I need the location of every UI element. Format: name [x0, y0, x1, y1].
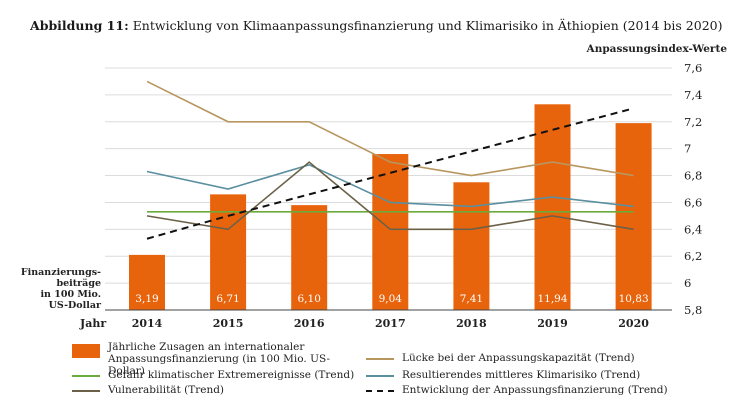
legend-item-3: Vulnerabilität (Trend) — [72, 384, 362, 397]
series-line-2 — [146, 163, 634, 208]
y-tick-label-4: 6,6 — [684, 195, 702, 209]
legend-item-bars: Jährliche Zusagen an internationaler Anp… — [72, 341, 362, 377]
legend-swatch-bars — [72, 344, 100, 358]
y-tick-label-9: 7,6 — [684, 61, 702, 75]
bar-2016 — [291, 205, 328, 310]
x-tick-label-2020: 2020 — [618, 317, 649, 330]
x-tick-label-2018: 2018 — [456, 317, 487, 330]
y-axis-left-title-line: Finanzierungs- — [21, 267, 101, 278]
bar-value-label-2014: 3,19 — [135, 293, 158, 305]
x-tick-label-2019: 2019 — [537, 317, 568, 330]
x-tick-label-2017: 2017 — [375, 317, 406, 330]
legend-item-4: Entwicklung der Anpassungsfinanzierung (… — [366, 384, 696, 397]
x-axis-title: Jahr — [79, 317, 106, 330]
legend-item-1: Gefahr klimatischer Extremereignisse (Tr… — [72, 369, 362, 382]
bar-2017 — [372, 154, 409, 310]
series-line-3 — [146, 161, 634, 231]
y-tick-label-5: 6,8 — [684, 169, 702, 183]
bar-2019 — [534, 104, 571, 310]
legend-swatch-1 — [72, 375, 100, 377]
y-tick-label-6: 7 — [684, 142, 691, 156]
y-tick-label-1: 6 — [684, 276, 691, 290]
legend-label-4: Entwicklung der Anpassungsfinanzierung (… — [402, 384, 668, 396]
series-line-4 — [146, 107, 634, 240]
figure-title: Abbildung 11: Entwicklung von Klimaanpas… — [30, 18, 722, 33]
x-tick-label-2016: 2016 — [294, 317, 325, 330]
legend-label-bars: Jährliche Zusagen an internationaler Anp… — [108, 341, 331, 377]
legend-swatch-3 — [72, 390, 100, 392]
y-axis-left-title-line: beiträge — [56, 278, 101, 289]
y-axis-left-title-line: US-Dollar — [49, 300, 102, 311]
figure-title-label: Abbildung 11: — [30, 18, 129, 33]
y-axis-left-title-line: in 100 Mio. — [40, 289, 101, 300]
figure-title-text: Entwicklung von Klimaanpassungsfinanzier… — [132, 18, 723, 33]
y-tick-label-3: 6,4 — [684, 222, 702, 236]
bar-value-label-2016: 6,10 — [298, 293, 321, 305]
legend-swatch-2 — [366, 375, 394, 377]
bar-value-label-2017: 9,04 — [379, 293, 403, 305]
x-tick-label-2015: 2015 — [213, 317, 244, 330]
legend-item-2: Resultierendes mittleres Klimarisiko (Tr… — [366, 369, 696, 382]
legend-item-0: Lücke bei der Anpassungskapazität (Trend… — [366, 352, 696, 365]
y-tick-label-0: 5,8 — [684, 303, 702, 317]
y-tick-label-7: 7,2 — [684, 115, 702, 129]
legend-label-0: Lücke bei der Anpassungskapazität (Trend… — [402, 352, 635, 364]
legend-label-2: Resultierendes mittleres Klimarisiko (Tr… — [402, 369, 641, 381]
legend-swatch-4 — [366, 390, 394, 392]
y-axis-right-title: Anpassungsindex-Werte — [586, 43, 728, 55]
y-tick-label-2: 6,2 — [684, 249, 702, 263]
legend-swatch-0 — [366, 358, 394, 360]
bar-value-label-2018: 7,41 — [460, 293, 483, 305]
bar-2018 — [453, 182, 490, 310]
legend-label-3: Vulnerabilität (Trend) — [108, 384, 225, 396]
bar-2014 — [129, 254, 165, 310]
bar-2020 — [615, 123, 652, 310]
bar-value-label-2015: 6,71 — [216, 293, 239, 305]
y-tick-label-8: 7,4 — [684, 88, 702, 102]
y-axis-left-title: Finanzierungs-beiträge in 100 Mio. US-Doll… — [21, 267, 102, 311]
bar-value-label-2020: 10,83 — [619, 293, 649, 305]
series-line-0 — [146, 80, 634, 177]
bar-value-label-2019: 11,94 — [537, 293, 567, 305]
legend-label-1: Gefahr klimatischer Extremereignisse (Tr… — [108, 369, 355, 381]
x-tick-label-2014: 2014 — [132, 317, 163, 330]
